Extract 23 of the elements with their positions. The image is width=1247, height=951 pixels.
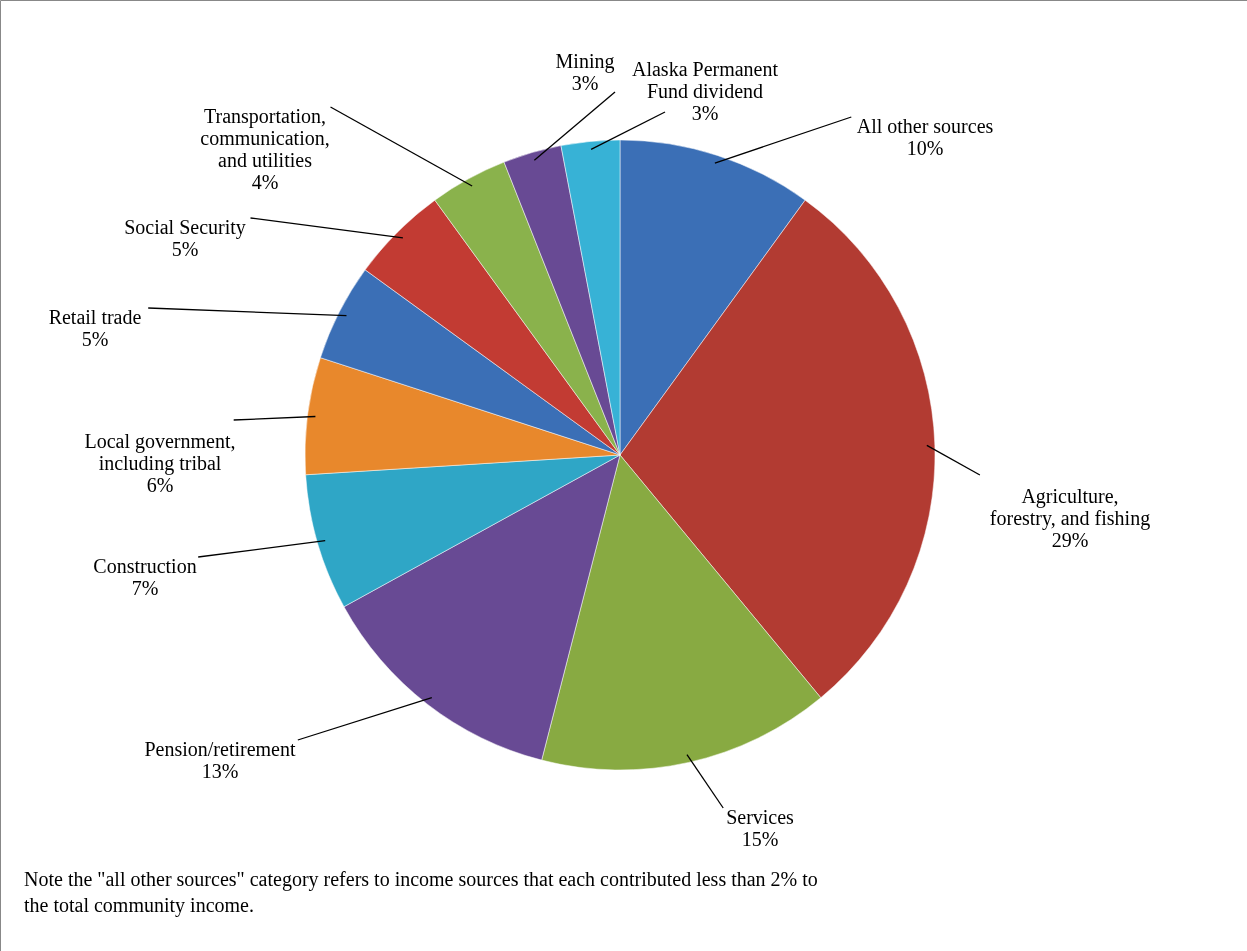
data-label: 3% bbox=[691, 102, 719, 124]
slice-label: Retail trade bbox=[48, 306, 142, 328]
data-label: 29% bbox=[1051, 529, 1089, 551]
slice-label: Construction bbox=[93, 555, 197, 577]
data-label: 6% bbox=[146, 474, 174, 496]
slice-label: All other sources bbox=[856, 115, 994, 137]
data-label: 10% bbox=[906, 137, 944, 159]
slice-label: Pension/retirement bbox=[144, 738, 296, 760]
data-label: 15% bbox=[741, 828, 779, 850]
slice-label: Local government, including tribal bbox=[84, 430, 236, 475]
data-label: 7% bbox=[131, 577, 159, 599]
slice-label: Services bbox=[726, 806, 795, 828]
slice-label: Transportation, communication, and utilities bbox=[200, 105, 330, 171]
slice-label: Alaska Permanent Fund dividend bbox=[631, 58, 779, 102]
data-label: 5% bbox=[81, 328, 109, 350]
slice-label: Social Security bbox=[124, 216, 246, 239]
data-label: 13% bbox=[201, 760, 239, 782]
data-label: 4% bbox=[251, 171, 279, 193]
data-label: 5% bbox=[171, 238, 199, 260]
slice-label: Agriculture, forestry, and fishing bbox=[989, 485, 1151, 530]
slice-label: Mining bbox=[555, 50, 615, 73]
text: Note the "all other sources" category refers to income sources that each contributed less than 2% to the total community income. bbox=[24, 868, 818, 917]
data-label: 3% bbox=[571, 72, 599, 94]
